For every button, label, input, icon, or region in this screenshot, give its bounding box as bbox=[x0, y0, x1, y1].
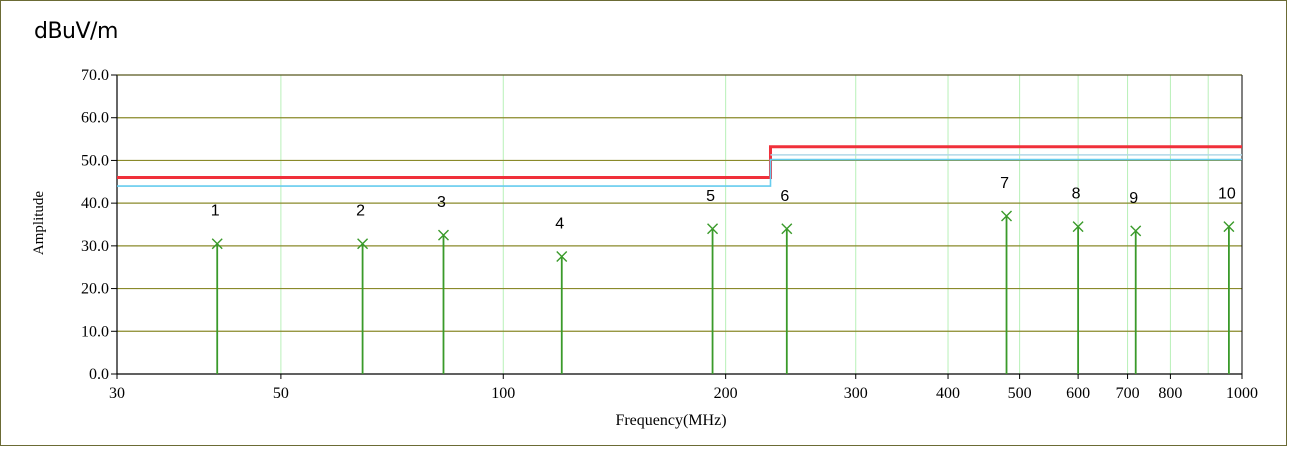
marker-label: 3 bbox=[437, 194, 446, 211]
marker-label: 1 bbox=[211, 203, 220, 220]
x-tick-label: 1000 bbox=[1226, 385, 1258, 402]
y-tick-label: 20.0 bbox=[81, 281, 109, 298]
x-axis-label: Frequency(MHz) bbox=[615, 412, 727, 429]
marker-label: 8 bbox=[1072, 186, 1081, 203]
marker-point bbox=[437, 229, 449, 241]
limit-line bbox=[117, 145, 1242, 180]
marker-point bbox=[556, 251, 568, 263]
y-tick-label: 50.0 bbox=[81, 152, 109, 169]
marker-point bbox=[1130, 225, 1142, 237]
limit-line bbox=[117, 158, 1242, 187]
marker-label: 7 bbox=[1000, 175, 1009, 192]
marker-label: 5 bbox=[706, 188, 715, 205]
x-tick-label: 700 bbox=[1116, 385, 1140, 402]
x-tick-label: 100 bbox=[491, 385, 515, 402]
marker-label: 6 bbox=[780, 188, 789, 205]
marker-point bbox=[781, 223, 793, 235]
marker-label: 10 bbox=[1218, 186, 1236, 203]
x-tick-label: 200 bbox=[714, 385, 738, 402]
y-tick-label: 60.0 bbox=[81, 110, 109, 127]
x-tick-label: 500 bbox=[1008, 385, 1032, 402]
marker-point bbox=[1001, 210, 1013, 222]
x-tick-label: 600 bbox=[1066, 385, 1090, 402]
y-tick-label: 0.0 bbox=[89, 366, 109, 383]
y-tick-label: 30.0 bbox=[81, 238, 109, 255]
x-tick-label: 30 bbox=[109, 385, 125, 402]
marker-point bbox=[357, 238, 369, 250]
marker-point bbox=[707, 223, 719, 235]
x-tick-label: 300 bbox=[844, 385, 868, 402]
marker-label: 9 bbox=[1129, 190, 1138, 207]
y-tick-label: 70.0 bbox=[81, 67, 109, 84]
unit-label: dBuV/m bbox=[34, 19, 118, 44]
y-tick-label: 40.0 bbox=[81, 195, 109, 212]
marker-label: 2 bbox=[356, 203, 365, 220]
x-tick-label: 800 bbox=[1158, 385, 1182, 402]
marker-point bbox=[1223, 221, 1235, 233]
marker-label: 4 bbox=[555, 216, 564, 233]
x-tick-label: 400 bbox=[936, 385, 960, 402]
marker-point bbox=[211, 238, 223, 250]
marker-point bbox=[1072, 221, 1084, 233]
y-tick-label: 10.0 bbox=[81, 323, 109, 340]
x-tick-label: 50 bbox=[273, 385, 289, 402]
